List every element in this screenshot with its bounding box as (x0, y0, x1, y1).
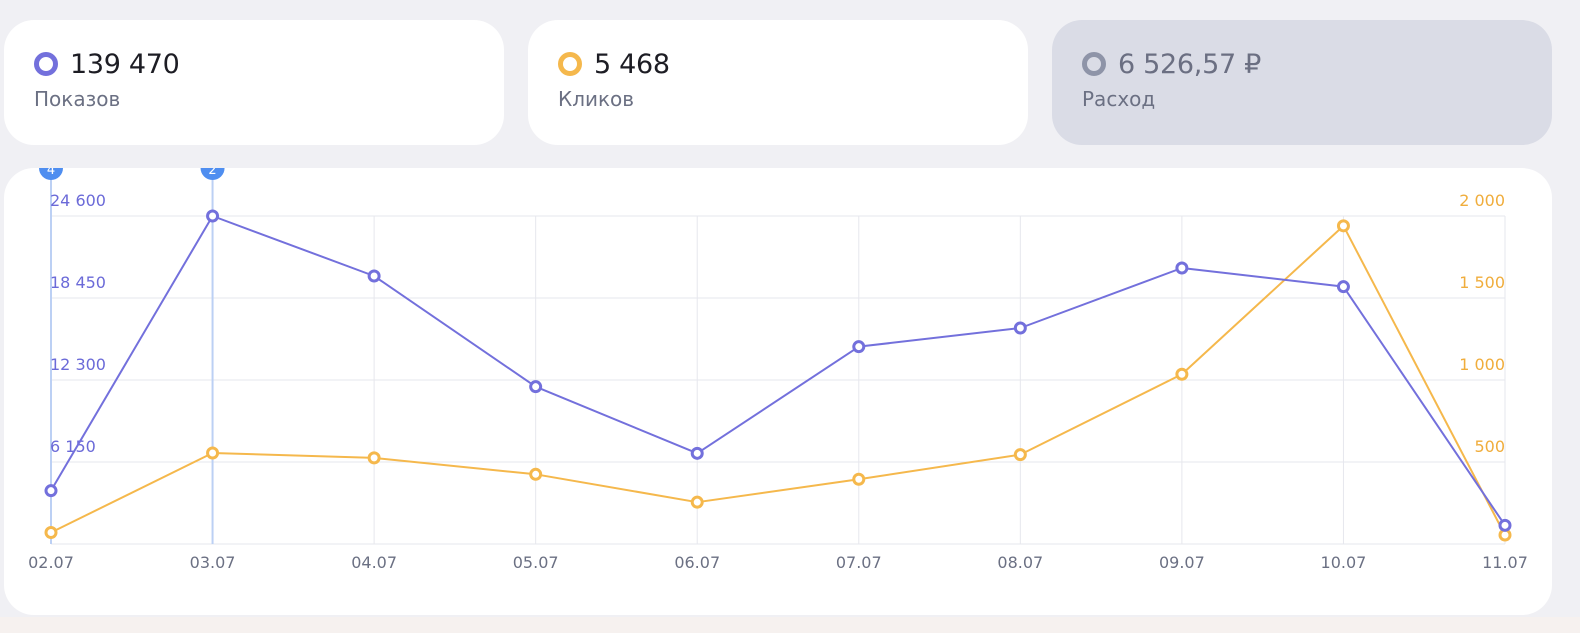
data-point-clicks (529, 467, 543, 481)
spend-label: Расход (1082, 87, 1156, 111)
x-tick-label: 08.07 (997, 553, 1043, 572)
y-right-tick-label: 1 000 (1459, 355, 1505, 374)
x-tick-label: 07.07 (836, 553, 882, 572)
clicks-label: Кликов (558, 87, 635, 111)
clicks-value-row: 5 468 (558, 46, 998, 82)
data-point-impressions (1336, 280, 1350, 294)
data-point-clicks (1013, 448, 1027, 462)
y-right-tick-label: 1 500 (1459, 273, 1505, 292)
data-point-clicks (1336, 219, 1350, 233)
data-point-impressions (1498, 518, 1512, 532)
y-right-tick-label: 2 000 (1459, 191, 1505, 210)
x-tick-label: 11.07 (1482, 553, 1528, 572)
x-tick-label: 03.07 (190, 553, 236, 572)
series-line-clicks (50, 224, 1506, 536)
impressions-ring-icon (34, 52, 58, 76)
x-tick-label: 06.07 (674, 553, 720, 572)
clicks-value: 5 468 (594, 48, 670, 80)
data-point-impressions (44, 484, 58, 498)
impressions-value: 139 470 (70, 48, 180, 80)
y-left-tick-label: 24 600 (50, 191, 106, 210)
spend-value-row: 6 526,57 ₽ (1082, 46, 1522, 82)
impressions-card[interactable]: 139 470 Показов (4, 20, 504, 145)
data-point-impressions (529, 380, 543, 394)
data-point-impressions (367, 269, 381, 283)
data-point-impressions (852, 340, 866, 354)
clicks-card[interactable]: 5 468 Кликов (528, 20, 1028, 145)
spend-value: 6 526,57 ₽ (1118, 48, 1261, 80)
event-marker-badge (39, 168, 63, 180)
data-point-impressions (1013, 321, 1027, 335)
x-tick-label: 09.07 (1159, 553, 1205, 572)
y-left-tick-label: 6 150 (50, 437, 96, 456)
series-line-impressions (50, 215, 1506, 526)
event-marker-label: 4 (47, 168, 55, 178)
x-tick-label: 05.07 (513, 553, 559, 572)
line-chart: 4 2 6 150 12 300 18 450 24 600 500 1 000 1 500 2 … (28, 168, 1528, 572)
x-tick-label: 04.07 (351, 553, 397, 572)
summary-cards: 139 470 Показов 5 468 Кликов 6 526,57 ₽ … (4, 20, 1552, 145)
data-point-clicks (1175, 367, 1189, 381)
data-point-clicks (44, 526, 58, 540)
y-right-tick-label: 500 (1474, 437, 1505, 456)
x-tick-label: 02.07 (28, 553, 74, 572)
impressions-value-row: 139 470 (34, 46, 474, 82)
chart-card: 4 2 6 150 12 300 18 450 24 600 500 1 000 1 500 2 … (4, 168, 1552, 615)
page-bottom-strip (0, 617, 1580, 633)
y-left-tick-label: 12 300 (50, 355, 106, 374)
event-marker-label: 2 (208, 168, 216, 178)
y-left-tick-label: 18 450 (50, 273, 106, 292)
data-point-clicks (206, 446, 220, 460)
data-point-impressions (690, 446, 704, 460)
x-tick-label: 10.07 (1321, 553, 1367, 572)
spend-card[interactable]: 6 526,57 ₽ Расход (1052, 20, 1552, 145)
data-point-clicks (367, 451, 381, 465)
spend-ring-icon (1082, 52, 1106, 76)
data-point-impressions (1175, 261, 1189, 275)
data-point-clicks (690, 495, 704, 509)
data-point-impressions (206, 209, 220, 223)
clicks-ring-icon (558, 52, 582, 76)
impressions-label: Показов (34, 87, 121, 111)
data-point-clicks (852, 472, 866, 486)
event-marker-badge (200, 168, 225, 180)
